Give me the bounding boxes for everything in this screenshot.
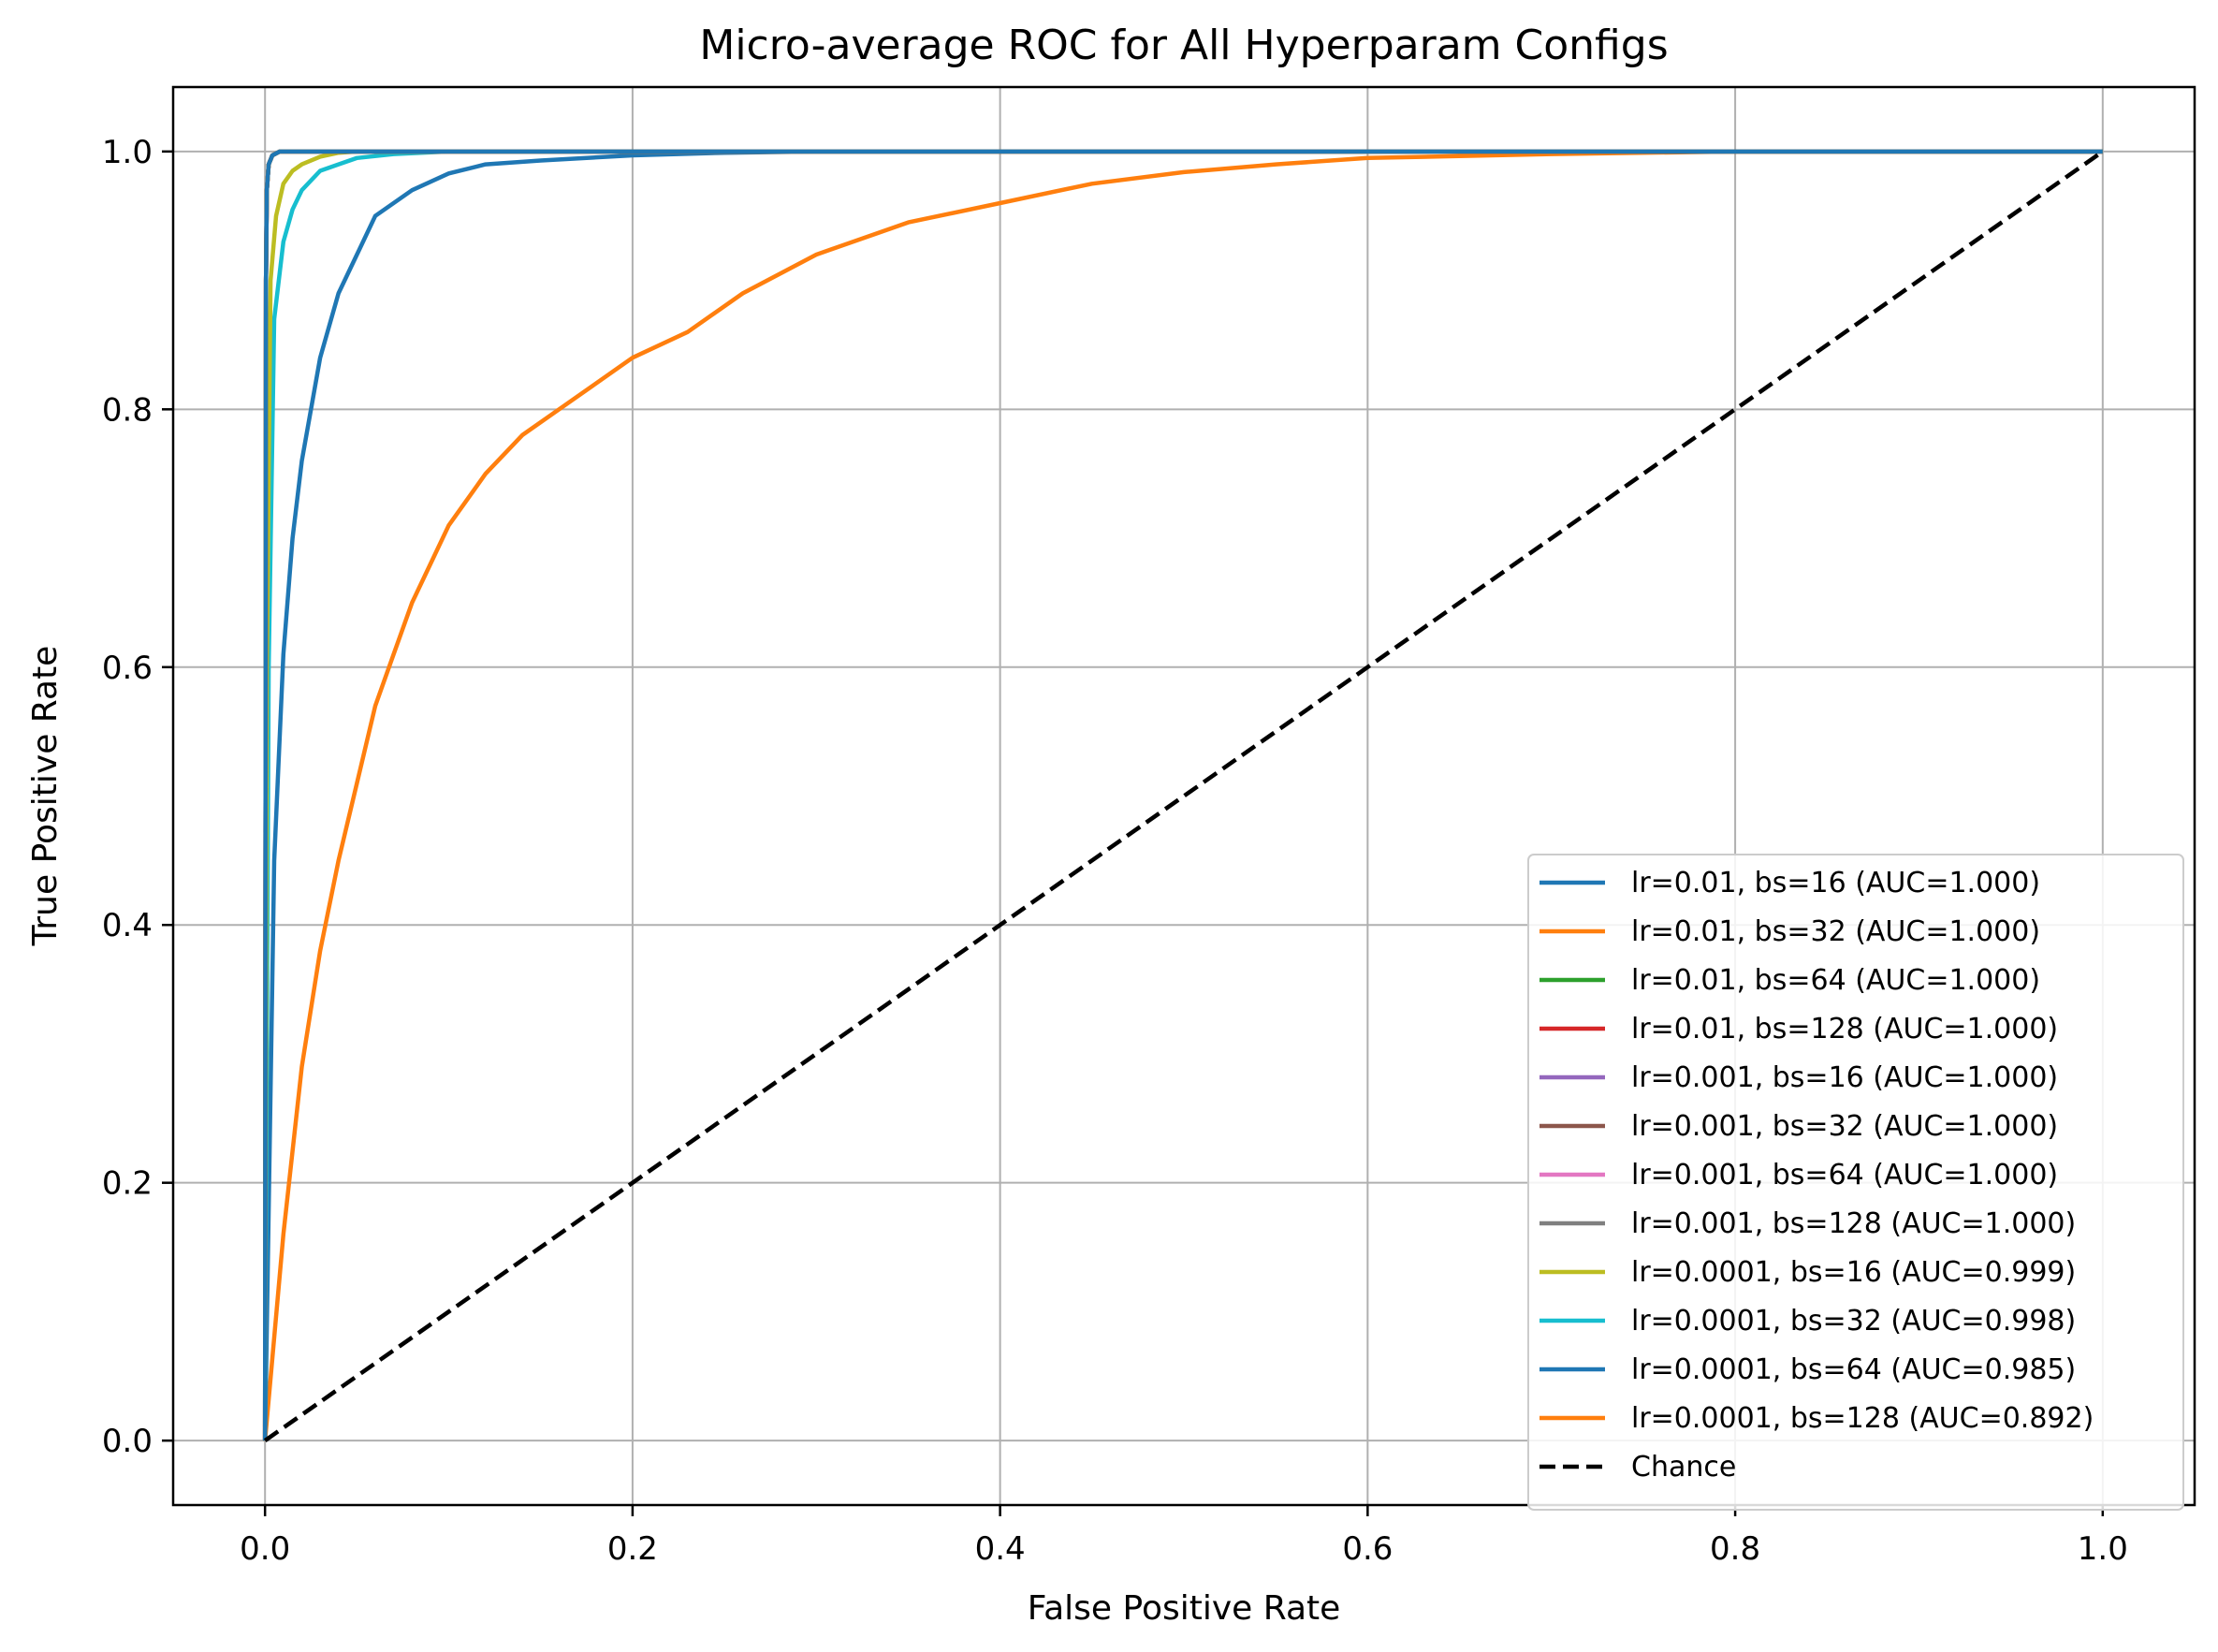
legend-entry-10: lr=0.0001, bs=64 (AUC=0.985) bbox=[1631, 1353, 2076, 1386]
x-axis-label: False Positive Rate bbox=[1028, 1589, 1341, 1628]
legend-entry-9: lr=0.0001, bs=32 (AUC=0.998) bbox=[1631, 1305, 2076, 1338]
series-line-11 bbox=[262, 149, 2103, 1441]
x-tick-label: 0.2 bbox=[607, 1530, 658, 1568]
legend-entry-5: lr=0.001, bs=32 (AUC=1.000) bbox=[1631, 1110, 2058, 1143]
legend-entry-1: lr=0.01, bs=32 (AUC=1.000) bbox=[1631, 915, 2040, 948]
y-tick-label: 0.2 bbox=[102, 1165, 153, 1203]
x-tick-label: 0.8 bbox=[1710, 1530, 1760, 1568]
legend-entry-8: lr=0.0001, bs=16 (AUC=0.999) bbox=[1631, 1256, 2076, 1289]
y-tick-label: 0.8 bbox=[102, 391, 153, 429]
y-tick-label: 0.0 bbox=[102, 1423, 153, 1460]
legend-entry-0: lr=0.01, bs=16 (AUC=1.000) bbox=[1631, 867, 2040, 899]
legend-box bbox=[1527, 854, 2184, 1511]
y-tick-label: 0.6 bbox=[102, 650, 153, 687]
legend-entry-11: lr=0.0001, bs=128 (AUC=0.892) bbox=[1631, 1402, 2094, 1435]
series-lines bbox=[262, 149, 2105, 1442]
y-tick-label: 1.0 bbox=[102, 134, 153, 171]
legend-entry-12: Chance bbox=[1631, 1451, 1736, 1484]
chart-title: Micro-average ROC for All Hyperparam Con… bbox=[699, 22, 1668, 69]
legend-entry-4: lr=0.001, bs=16 (AUC=1.000) bbox=[1631, 1061, 2058, 1094]
legend: lr=0.01, bs=16 (AUC=1.000) lr=0.01, bs=32… bbox=[1527, 854, 2184, 1511]
legend-entry-3: lr=0.01, bs=128 (AUC=1.000) bbox=[1631, 1013, 2058, 1045]
y-tick-label: 0.4 bbox=[102, 907, 153, 944]
series-line-0 bbox=[262, 149, 2103, 1441]
y-axis-label: True Positive Rate bbox=[26, 646, 65, 947]
axis-ticks: 0.0 0.2 0.4 0.6 0.8 1.0 0.0 0.2 0.4 0.6 0.8 1.0 bbox=[102, 134, 2128, 1568]
legend-entry-2: lr=0.01, bs=64 (AUC=1.000) bbox=[1631, 964, 2040, 997]
grid-lines bbox=[173, 87, 2195, 1505]
x-tick-label: 1.0 bbox=[2078, 1530, 2128, 1568]
legend-entry-6: lr=0.001, bs=64 (AUC=1.000) bbox=[1631, 1159, 2058, 1191]
legend-entry-7: lr=0.001, bs=128 (AUC=1.000) bbox=[1631, 1207, 2076, 1240]
x-tick-label: 0.6 bbox=[1342, 1530, 1393, 1568]
x-tick-label: 0.4 bbox=[975, 1530, 1026, 1568]
x-tick-label: 0.0 bbox=[240, 1530, 290, 1568]
plot-frame bbox=[171, 85, 2196, 1507]
